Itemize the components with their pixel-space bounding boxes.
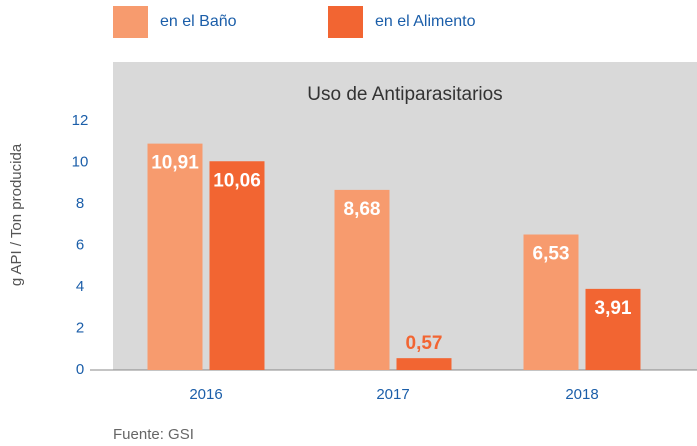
legend-swatch [328, 6, 363, 38]
bar [334, 189, 390, 370]
bar-value-label: 0,57 [406, 333, 443, 354]
y-tick-label: 2 [76, 319, 84, 336]
y-tick-label: 12 [72, 112, 89, 129]
y-tick-label: 6 [76, 236, 84, 253]
y-tick-label: 8 [76, 195, 84, 212]
source-note: Fuente: GSI [113, 426, 194, 443]
x-tick-label: 2016 [189, 386, 222, 403]
bar-value-label: 6,53 [533, 244, 570, 265]
legend-label: en el Alimento [375, 13, 476, 30]
x-tick-label: 2017 [376, 386, 409, 403]
bar [396, 358, 452, 370]
x-tick-label: 2018 [565, 386, 598, 403]
y-tick-label: 10 [72, 153, 89, 170]
bar-value-label: 8,68 [344, 199, 381, 220]
bar [147, 143, 203, 370]
y-axis-label: g API / Ton producida [8, 143, 25, 286]
chart-title: Uso de Antiparasitarios [307, 84, 502, 105]
legend-label: en el Baño [160, 13, 237, 30]
bar [209, 161, 265, 370]
legend-swatch [113, 6, 148, 38]
bar-value-label: 10,06 [213, 170, 261, 191]
bar-value-label: 10,91 [151, 153, 199, 174]
y-tick-label: 4 [76, 278, 84, 295]
y-tick-label: 0 [76, 361, 84, 378]
bar [523, 234, 579, 370]
bar [585, 288, 641, 370]
bar-value-label: 3,91 [595, 298, 632, 319]
